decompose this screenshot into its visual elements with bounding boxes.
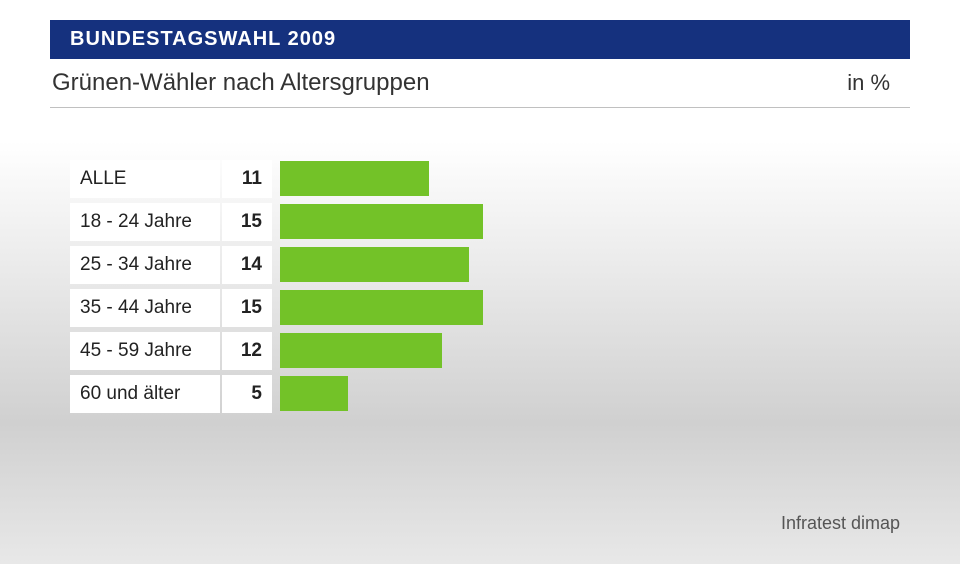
bar xyxy=(280,247,469,282)
bar-cell xyxy=(280,201,910,242)
chart-row: 60 und älter 5 xyxy=(70,373,910,414)
bar xyxy=(280,290,483,325)
chart-unit: in % xyxy=(847,70,890,96)
bar-cell xyxy=(280,330,910,371)
row-value: 15 xyxy=(222,203,272,241)
chart-area: ALLE 11 18 - 24 Jahre 15 25 - 34 Jahre 1… xyxy=(50,158,910,414)
row-value: 11 xyxy=(222,160,272,198)
bar xyxy=(280,204,483,239)
row-label: ALLE xyxy=(70,160,220,198)
row-value: 5 xyxy=(222,375,272,413)
header-title: BUNDESTAGSWAHL 2009 xyxy=(70,28,336,50)
chart-row: 45 - 59 Jahre 12 xyxy=(70,330,910,371)
row-value: 15 xyxy=(222,289,272,327)
row-label: 45 - 59 Jahre xyxy=(70,332,220,370)
chart-subtitle: Grünen-Wähler nach Altersgruppen xyxy=(50,69,430,97)
subtitle-row: Grünen-Wähler nach Altersgruppen in % xyxy=(50,65,910,108)
header-bar: BUNDESTAGSWAHL 2009 xyxy=(50,20,910,59)
chart-row: 35 - 44 Jahre 15 xyxy=(70,287,910,328)
row-label: 60 und älter xyxy=(70,375,220,413)
row-value: 12 xyxy=(222,332,272,370)
bar xyxy=(280,376,348,411)
bar xyxy=(280,333,442,368)
bar-cell xyxy=(280,158,910,199)
row-label: 18 - 24 Jahre xyxy=(70,203,220,241)
chart-row: ALLE 11 xyxy=(70,158,910,199)
source-label: Infratest dimap xyxy=(781,513,900,534)
chart-row: 18 - 24 Jahre 15 xyxy=(70,201,910,242)
row-value: 14 xyxy=(222,246,272,284)
bar-cell xyxy=(280,373,910,414)
row-label: 25 - 34 Jahre xyxy=(70,246,220,284)
bar-cell xyxy=(280,244,910,285)
chart-row: 25 - 34 Jahre 14 xyxy=(70,244,910,285)
bar xyxy=(280,161,429,196)
row-label: 35 - 44 Jahre xyxy=(70,289,220,327)
bar-cell xyxy=(280,287,910,328)
